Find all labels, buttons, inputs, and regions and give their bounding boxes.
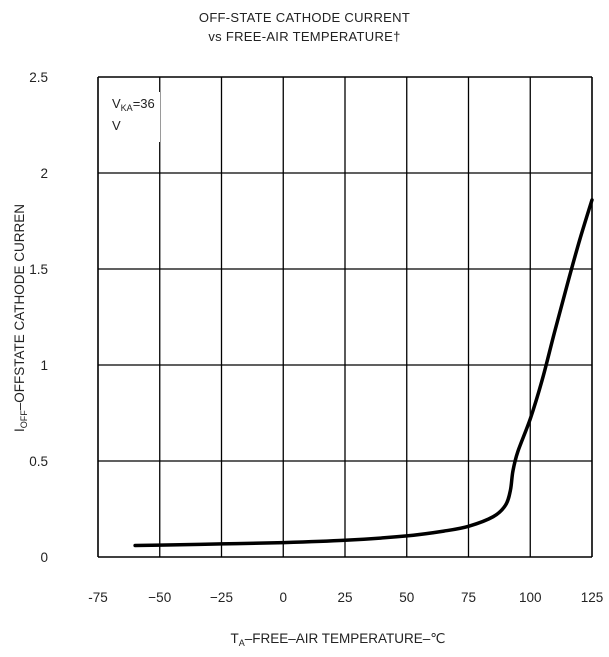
x-tick-labels: -75 −50 −25 0 25 50 75 100 125 xyxy=(88,590,603,605)
chart-subtitle: vs FREE-AIR TEMPERATURE† xyxy=(208,29,401,44)
y-tick-label: 0 xyxy=(40,550,48,565)
x-tick-label: 125 xyxy=(581,590,604,605)
y-tick-label: 0.5 xyxy=(29,454,48,469)
series-line xyxy=(133,198,594,548)
x-tick-label: -75 xyxy=(88,590,108,605)
y-tick-label: 1 xyxy=(40,358,48,373)
x-tick-label: 100 xyxy=(519,590,542,605)
x-tick-label: −25 xyxy=(210,590,233,605)
annotation-background xyxy=(108,92,160,142)
vka-annotation-line2: V xyxy=(112,118,121,133)
vka-annotation-line1: VKA=36 xyxy=(112,96,155,113)
y-tick-label: 2.5 xyxy=(29,70,48,85)
y-tick-label: 1.5 xyxy=(29,262,48,277)
grid xyxy=(97,76,593,558)
chart-title: OFF-STATE CATHODE CURRENT xyxy=(198,10,411,25)
x-tick-label: 75 xyxy=(461,590,476,605)
y-axis-label: IOFF–OFFSTATE CATHODE CURREN xyxy=(12,204,29,432)
y-tick-label: 2 xyxy=(40,166,48,181)
x-tick-label: 50 xyxy=(399,590,414,605)
y-tick-labels: 0 0.5 1 1.5 2 2.5 xyxy=(29,70,48,565)
x-tick-label: −50 xyxy=(148,590,171,605)
x-tick-label: 0 xyxy=(279,590,287,605)
x-axis-label: TA–FREE–AIR TEMPERATURE–℃ xyxy=(231,631,446,648)
x-tick-label: 25 xyxy=(337,590,352,605)
